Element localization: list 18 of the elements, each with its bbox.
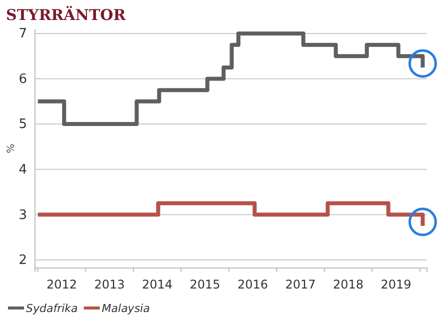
x-tick-label: 2013 — [94, 278, 125, 292]
x-tick-label: 2019 — [380, 278, 412, 292]
y-tick-label: 5 — [18, 117, 27, 132]
legend-label: Sydafrika — [26, 302, 78, 315]
x-tick-label: 2014 — [142, 278, 173, 292]
chart-title: STYRRÄNTOR — [6, 5, 126, 24]
x-tick-label: 2016 — [237, 278, 268, 292]
y-tick-label: 6 — [18, 72, 27, 87]
y-tick-label: 3 — [18, 208, 27, 223]
y-tick-label: 4 — [18, 162, 27, 178]
x-tick-label: 2018 — [332, 278, 364, 292]
legend-label: Malaysia — [102, 302, 150, 315]
y-tick-label: 7 — [18, 26, 27, 42]
y-tick-label: 2 — [18, 253, 27, 268]
x-tick-label: 2012 — [46, 278, 78, 292]
y-axis-title: % — [6, 144, 17, 154]
x-tick-label: 2015 — [190, 278, 220, 292]
x-tick-label: 2017 — [285, 278, 316, 292]
